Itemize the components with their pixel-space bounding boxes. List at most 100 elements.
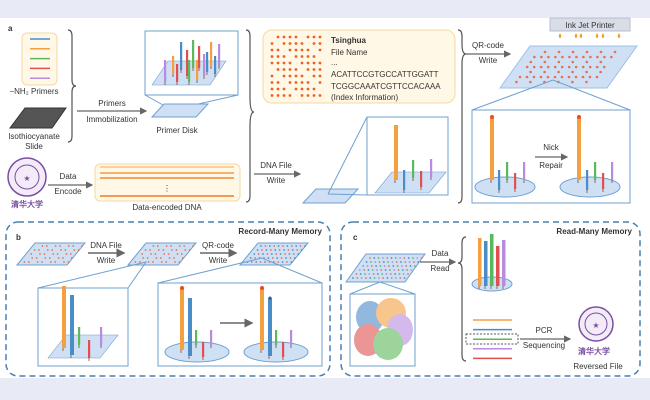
dna-pillar: [180, 42, 183, 70]
slide-dot: [67, 261, 70, 263]
dna-pillar: [403, 170, 406, 190]
printed-dot: [553, 65, 557, 69]
info-file-name: File Name: [331, 48, 368, 57]
slide-dot: [283, 249, 285, 251]
slide-dot: [390, 277, 393, 279]
dna-pillar: [282, 342, 285, 357]
slide-dot: [146, 257, 149, 259]
slide-dot: [254, 257, 257, 259]
printer-label: Ink Jet Printer: [565, 21, 615, 30]
immob-label-1: Primers: [98, 99, 126, 108]
qr-dot: [282, 74, 286, 78]
slide-dot: [394, 273, 396, 275]
slide-dot: [266, 253, 269, 255]
qr-dot: [288, 48, 292, 52]
slide-b-dots: [23, 245, 306, 263]
dna-pillar: [210, 42, 213, 66]
dna-pillar: [198, 46, 201, 68]
printed-dot: [585, 60, 589, 64]
slide-dot: [72, 245, 75, 247]
printed-dot: [532, 75, 536, 79]
slide-dot: [381, 273, 384, 275]
slide-dot: [393, 269, 396, 271]
slide-dot: [178, 245, 181, 247]
dna-pillar: [594, 162, 597, 180]
slide-dot: [59, 245, 61, 247]
slide-dot: [284, 253, 286, 255]
slide-dot: [249, 257, 252, 259]
printed-dot: [599, 70, 602, 74]
slide-dot: [33, 249, 36, 251]
dna-pillar: [202, 342, 205, 357]
dna-pillar: [186, 50, 189, 76]
slide-dot: [385, 273, 388, 275]
panel-c: c Read-Many Memory Data Read PCR Sequenc…: [340, 221, 641, 377]
qr-dot: [312, 87, 316, 91]
qr-dot: [312, 68, 316, 71]
slide-dot: [290, 245, 293, 247]
slide-dot: [171, 249, 173, 251]
slide-dot: [183, 245, 186, 247]
dna-pillar: [577, 118, 581, 180]
c-pillars: [478, 234, 506, 289]
slide-dot: [280, 257, 283, 259]
dna-pillar: [275, 330, 278, 345]
slide-dot: [386, 277, 389, 279]
qr-dot: [288, 42, 292, 45]
qr-dot: [300, 74, 304, 78]
panel-b: b Record-Many Memory DNA File Write QR-c…: [5, 221, 331, 377]
dna-pillar: [188, 298, 192, 356]
slide-dot: [399, 277, 402, 279]
slide-dot: [180, 253, 183, 255]
slide-dot: [44, 257, 47, 259]
printed-dot: [525, 65, 529, 69]
slide-dot: [403, 277, 406, 279]
slide-dot: [256, 249, 259, 251]
qr-dot: [312, 74, 316, 78]
nick-repair-pillars: [490, 115, 614, 193]
slide-dot: [38, 249, 40, 251]
qr-dot: [306, 55, 310, 58]
printed-dot: [603, 55, 606, 59]
b-write2-label-1: QR-code: [202, 241, 235, 250]
qr-dot: [306, 94, 310, 97]
printed-dot: [581, 65, 585, 69]
dna-pillar: [260, 288, 264, 350]
slide-dot: [51, 249, 54, 251]
slide-dot: [261, 249, 263, 251]
written-slide: [301, 188, 360, 204]
dna-pillar: [172, 56, 175, 74]
printed-dot: [595, 75, 599, 79]
slide-dot: [407, 273, 409, 275]
dna-pillar: [498, 170, 501, 190]
slide-dot: [384, 269, 387, 271]
slide-c: [345, 253, 426, 283]
slide-dot: [363, 269, 365, 271]
slide-dot: [39, 253, 41, 255]
qr-write-label-1: QR-code: [472, 41, 505, 50]
dna-pillar: [478, 238, 482, 286]
slide-dot: [398, 273, 401, 275]
encode-label-1: Data: [60, 172, 77, 181]
slide-dot: [396, 265, 399, 267]
ink-drop: [595, 33, 599, 38]
qr-dot: [294, 42, 298, 45]
primer-disk-pillars: [164, 40, 221, 85]
slide-dot: [406, 269, 408, 271]
dna-pillar: [611, 162, 614, 180]
qr-dot: [306, 61, 310, 65]
slide-dot: [416, 257, 419, 259]
printed-dot: [571, 80, 574, 84]
ink-drop: [574, 33, 578, 38]
printed-dot: [589, 55, 592, 59]
qr-dot: [288, 81, 292, 84]
dna-pillar: [290, 330, 293, 345]
qr-dot: [282, 87, 286, 91]
qr-write-label-2: Write: [479, 56, 498, 65]
slide-dot: [267, 257, 270, 259]
dna-pillar: [164, 60, 167, 82]
dna-pillar: [180, 288, 184, 350]
printed-dot: [518, 75, 522, 79]
dna-ellipsis: ⋮: [163, 184, 171, 193]
slide-dot: [192, 245, 194, 247]
